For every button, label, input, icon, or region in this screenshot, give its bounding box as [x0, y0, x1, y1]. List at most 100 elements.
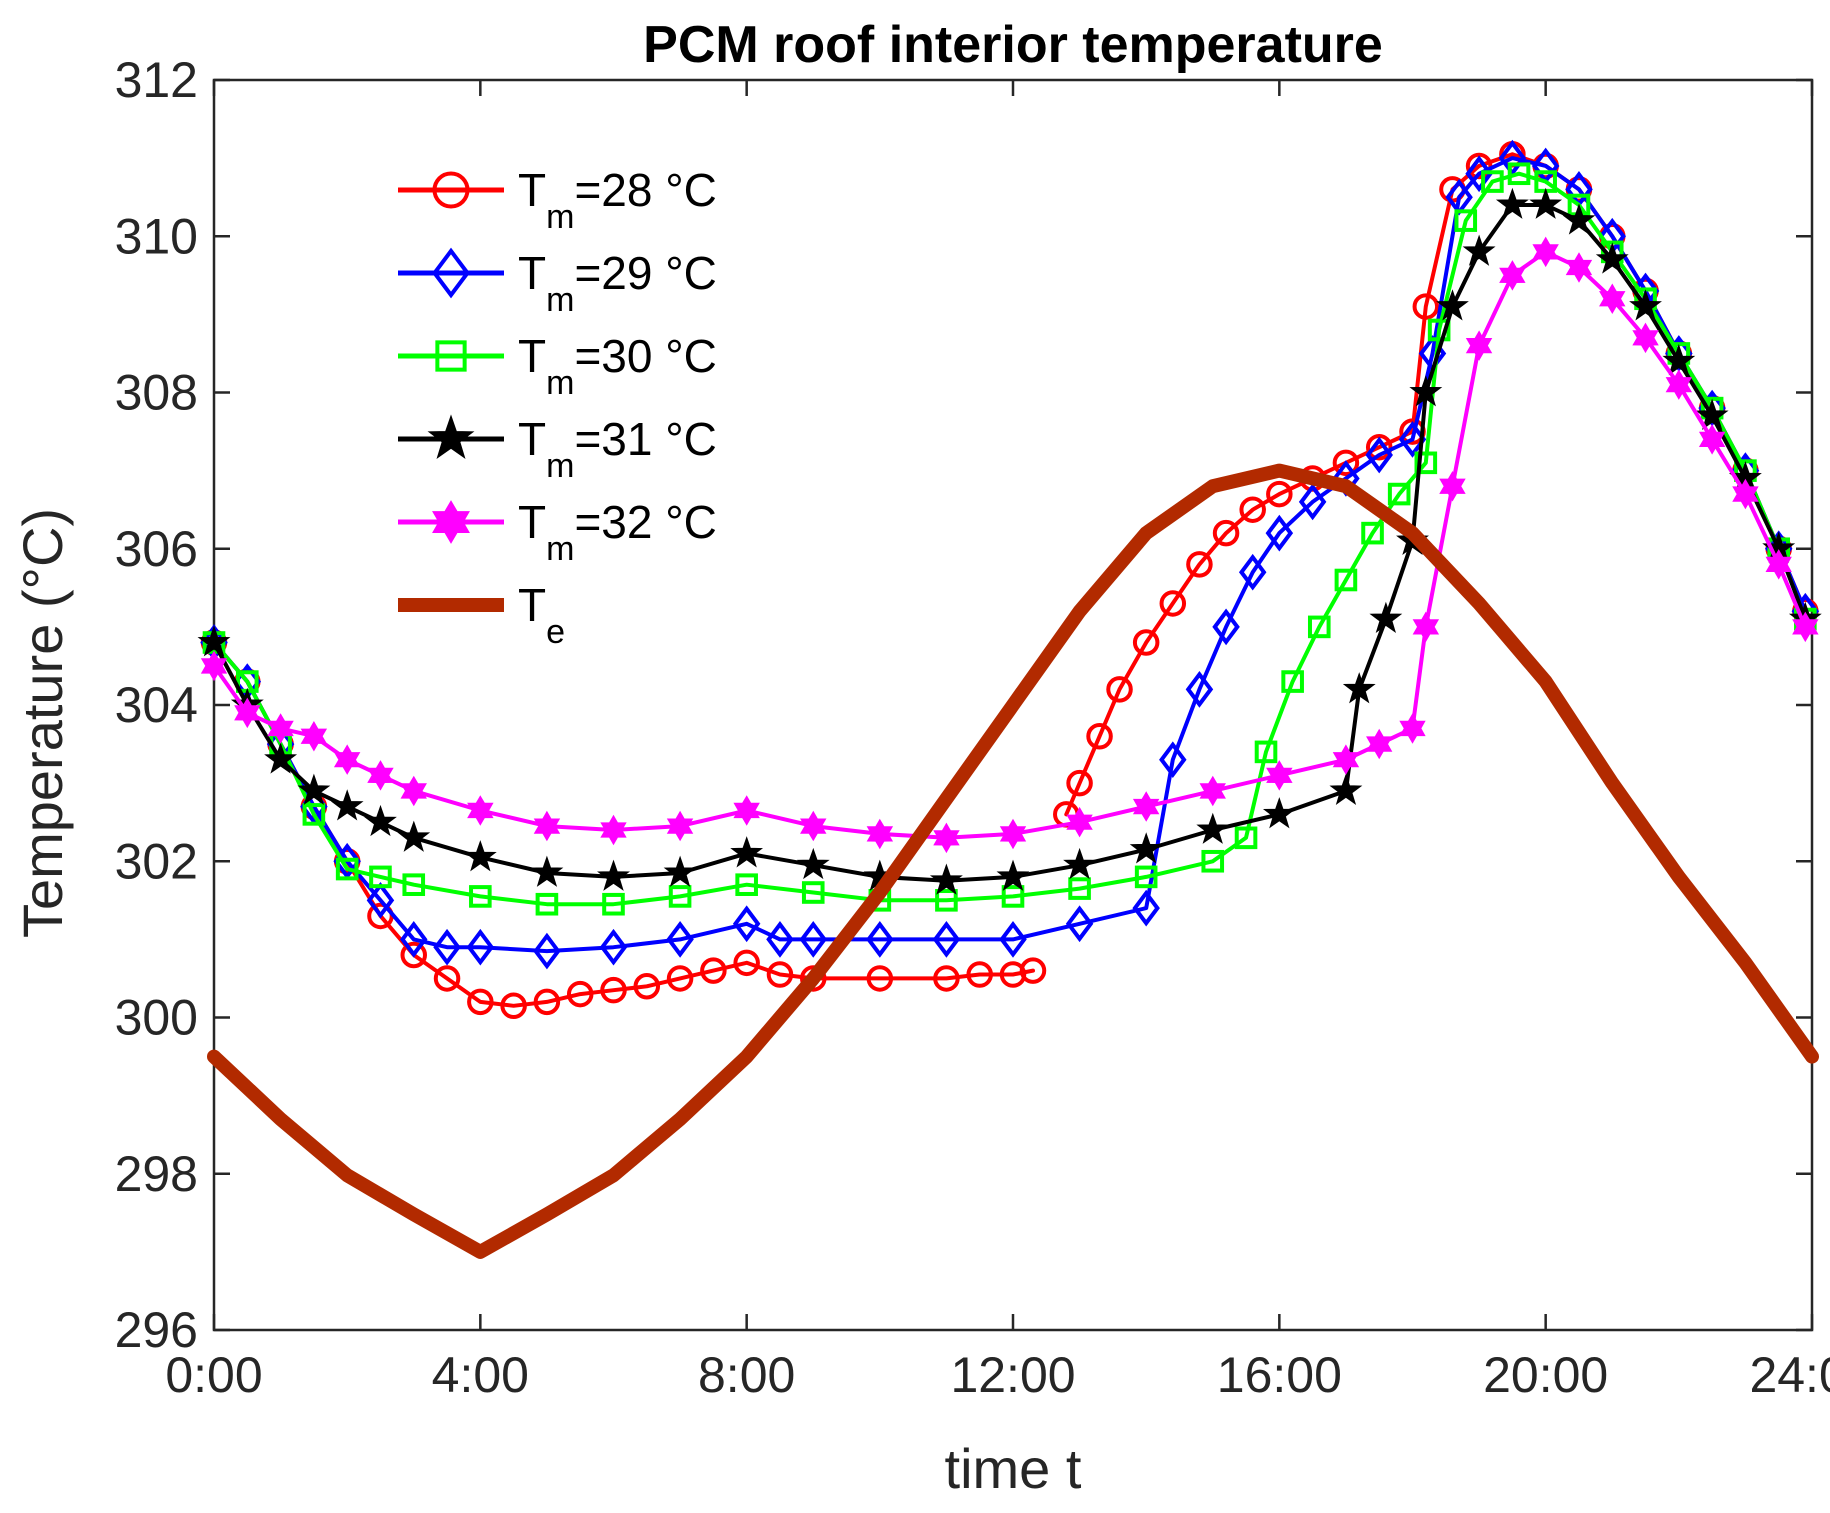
data-point	[733, 949, 760, 977]
data-point	[1266, 480, 1293, 508]
data-point	[799, 921, 827, 958]
data-point	[1212, 519, 1240, 547]
data-point	[1159, 741, 1187, 779]
legend: Tm=28 °C Tm=29 °C Tm=30 °C Tm=31 °C Tm=32 °C…	[398, 164, 717, 651]
legend-entry-4: Tm=32 °C	[398, 496, 717, 568]
data-point	[1201, 849, 1225, 873]
data-point	[866, 921, 894, 958]
legend-label: Tm=28 °C	[518, 164, 717, 236]
y-tick-label: 304	[115, 677, 198, 733]
data-point	[369, 865, 392, 889]
data-point	[1185, 671, 1214, 708]
series-5	[207, 463, 1819, 1259]
legend-entry-3: Tm=31 °C	[398, 413, 717, 485]
data-point	[1066, 769, 1093, 797]
x-tick-label: 24:00	[1749, 1347, 1830, 1403]
series-line	[212, 171, 1808, 907]
data-point	[1186, 551, 1213, 578]
legend-marker	[432, 247, 470, 299]
data-point	[1361, 521, 1384, 545]
data-point	[1132, 889, 1160, 927]
data-point	[1307, 615, 1331, 639]
x-tick-label: 4:00	[432, 1347, 529, 1403]
data-point	[302, 803, 326, 826]
legend-label: Te	[518, 579, 565, 651]
series-line	[212, 249, 1808, 840]
series-line	[207, 463, 1819, 1259]
series-line	[212, 203, 1808, 883]
data-point	[700, 957, 727, 984]
y-axis-title: Temperature (°C)	[11, 508, 74, 938]
data-point	[599, 928, 628, 966]
data-point	[1387, 482, 1411, 506]
legend-entry-2: Tm=30 °C	[398, 330, 717, 402]
y-tick-label: 308	[115, 365, 198, 421]
data-point	[666, 965, 694, 992]
data-point	[1019, 957, 1047, 984]
legend-label: Tm=31 °C	[518, 413, 717, 485]
legend-label: Tm=30 °C	[518, 330, 717, 402]
series-line	[1064, 152, 1808, 817]
data-point	[1234, 826, 1258, 850]
data-point	[1454, 209, 1478, 232]
data-point	[1065, 905, 1094, 943]
data-point	[1334, 568, 1358, 592]
data-point	[1507, 162, 1531, 186]
data-point	[732, 905, 761, 943]
legend-entry-1: Tm=29 °C	[398, 247, 717, 319]
series-4	[200, 236, 1819, 854]
legend-marker	[427, 414, 475, 459]
data-point	[400, 921, 428, 958]
series-2	[202, 162, 1817, 916]
data-point	[666, 921, 694, 958]
legend-entry-0: Tm=28 °C	[398, 164, 717, 236]
y-tick-label: 306	[115, 521, 198, 577]
x-tick-label: 8:00	[698, 1347, 795, 1403]
data-point	[1132, 629, 1160, 656]
legend-marker	[435, 340, 467, 372]
data-point	[533, 932, 561, 970]
legend-label: Tm=29 °C	[518, 247, 717, 319]
data-point	[1481, 170, 1504, 193]
y-tick-label: 300	[115, 990, 198, 1046]
data-point	[1465, 152, 1493, 180]
y-tick-label: 310	[115, 208, 198, 264]
y-tick-label: 298	[115, 1146, 198, 1202]
series-3	[197, 187, 1822, 895]
y-tick-label: 296	[115, 1302, 198, 1358]
x-tick-label: 20:00	[1483, 1347, 1608, 1403]
chart-title: PCM roof interior temperature	[643, 16, 1383, 74]
data-point	[1086, 723, 1113, 750]
data-point	[400, 941, 427, 969]
data-point	[433, 928, 461, 966]
data-point	[366, 881, 395, 919]
data-point	[1398, 421, 1427, 458]
x-tick-label: 0:00	[165, 1347, 262, 1403]
data-point	[1254, 740, 1278, 764]
data-point	[932, 921, 961, 958]
data-point	[1239, 496, 1266, 523]
data-point	[1281, 670, 1304, 693]
data-point	[1332, 449, 1360, 477]
y-tick-label: 312	[115, 52, 198, 108]
data-point	[466, 928, 495, 966]
legend-marker	[432, 500, 470, 544]
y-tick-label: 302	[115, 833, 198, 889]
legend-entry-5: Te	[398, 579, 565, 651]
x-tick-label: 16:00	[1217, 1347, 1342, 1403]
data-point	[1365, 433, 1393, 461]
x-axis-title: time t	[945, 1437, 1082, 1500]
plot-area: 0:00 4:00 8:00 12:00 16:00 20:00 24:00 296 298 30…	[115, 52, 1830, 1403]
data-point	[1498, 139, 1527, 177]
data-point	[433, 965, 461, 992]
data-point	[1106, 676, 1133, 703]
data-point	[999, 921, 1027, 958]
data-point	[1238, 553, 1267, 591]
x-tick-label: 12:00	[950, 1347, 1075, 1403]
legend-marker	[432, 171, 470, 209]
data-point	[335, 857, 359, 881]
legend-label: Tm=32 °C	[518, 496, 717, 568]
data-point	[1212, 608, 1240, 646]
